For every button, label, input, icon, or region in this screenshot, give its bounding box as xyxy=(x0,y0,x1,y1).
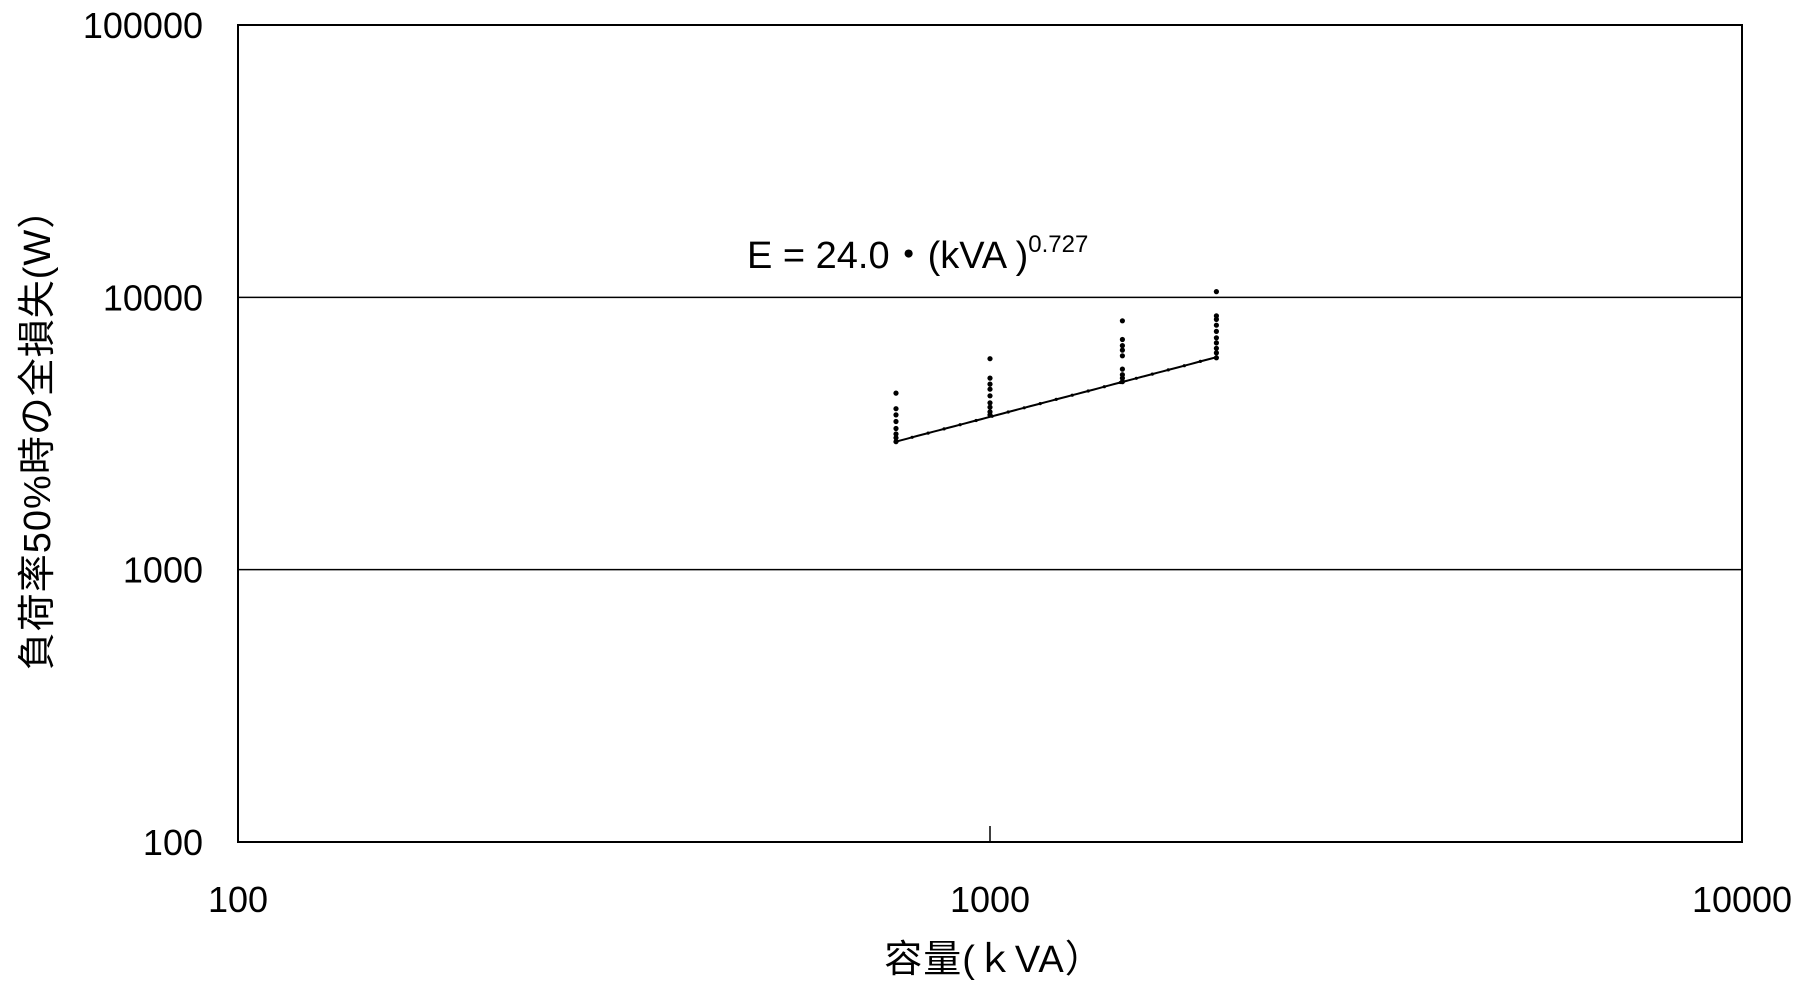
fit-line-marker xyxy=(1038,402,1042,406)
fit-line-marker xyxy=(1166,368,1170,372)
x-tick-label: 100 xyxy=(208,879,268,920)
data-point xyxy=(893,418,899,425)
x-tick-label: 10000 xyxy=(1692,879,1792,920)
fit-line-marker xyxy=(1198,359,1202,363)
x-axis-label: 容量(ｋVA） xyxy=(884,939,1104,981)
equation-annotation: E = 24.0・(kVA )0.727 xyxy=(747,231,1088,277)
data-point xyxy=(987,409,993,415)
data-point xyxy=(893,425,899,432)
fit-line-marker xyxy=(910,435,914,439)
data-point xyxy=(893,435,899,441)
x-tick-label: 1000 xyxy=(950,879,1030,920)
fit-line-marker xyxy=(1006,410,1010,414)
plot-area-frame xyxy=(237,24,1743,843)
data-point xyxy=(1213,350,1219,356)
data-point xyxy=(1119,343,1125,349)
fit-line-marker xyxy=(1070,393,1074,397)
data-point xyxy=(893,431,899,437)
data-point xyxy=(1119,318,1125,324)
data-point xyxy=(893,439,899,445)
y-tick-label: 100000 xyxy=(83,5,203,46)
fit-line-marker xyxy=(942,427,946,431)
fit-line-marker xyxy=(958,423,962,427)
data-point xyxy=(987,404,993,410)
y-tick-label: 100 xyxy=(143,822,203,863)
fit-line-marker xyxy=(926,431,930,435)
data-point xyxy=(1119,372,1125,378)
data-point xyxy=(987,386,993,392)
data-point xyxy=(1119,379,1125,385)
y-tick-label: 1000 xyxy=(123,550,203,591)
data-point xyxy=(1119,366,1125,372)
data-point xyxy=(987,356,993,362)
data-point xyxy=(987,381,993,387)
data-point xyxy=(1213,355,1219,361)
data-point xyxy=(893,406,899,412)
data-point xyxy=(1119,347,1125,353)
data-point xyxy=(1119,353,1125,359)
data-point xyxy=(987,375,993,381)
data-point xyxy=(1213,335,1219,341)
y-axis: 100000 10000 1000 100 xyxy=(83,5,203,863)
data-point xyxy=(1213,322,1219,328)
fit-line-marker xyxy=(1086,389,1090,393)
equation-base: E = 24.0・(kVA ) xyxy=(747,235,1028,277)
data-point xyxy=(1213,340,1219,346)
y-axis-label: 負荷率50%時の全損失(W） xyxy=(17,190,59,671)
fit-line-marker xyxy=(1054,397,1058,401)
y-tick-label: 10000 xyxy=(103,277,203,318)
data-point xyxy=(1119,336,1125,343)
data-point xyxy=(1213,328,1219,334)
data-point xyxy=(893,412,899,418)
data-point xyxy=(1213,345,1219,351)
gridlines xyxy=(238,24,1742,843)
data-point xyxy=(1213,289,1219,295)
data-point xyxy=(987,400,993,406)
fit-line-marker xyxy=(1022,406,1026,410)
data-point xyxy=(987,393,993,399)
fit-line-marker xyxy=(974,418,978,423)
data-points xyxy=(893,289,1219,445)
x-axis: 100 1000 10000 xyxy=(208,826,1792,920)
data-point xyxy=(1213,313,1219,319)
fit-line-marker xyxy=(1134,376,1138,380)
data-point xyxy=(893,390,899,396)
fit-line-marker xyxy=(1102,385,1106,389)
fit-line-group xyxy=(894,355,1218,444)
equation-exponent: 0.727 xyxy=(1028,231,1088,258)
fit-line-marker xyxy=(1182,364,1186,368)
fit-line-marker xyxy=(1150,372,1154,376)
